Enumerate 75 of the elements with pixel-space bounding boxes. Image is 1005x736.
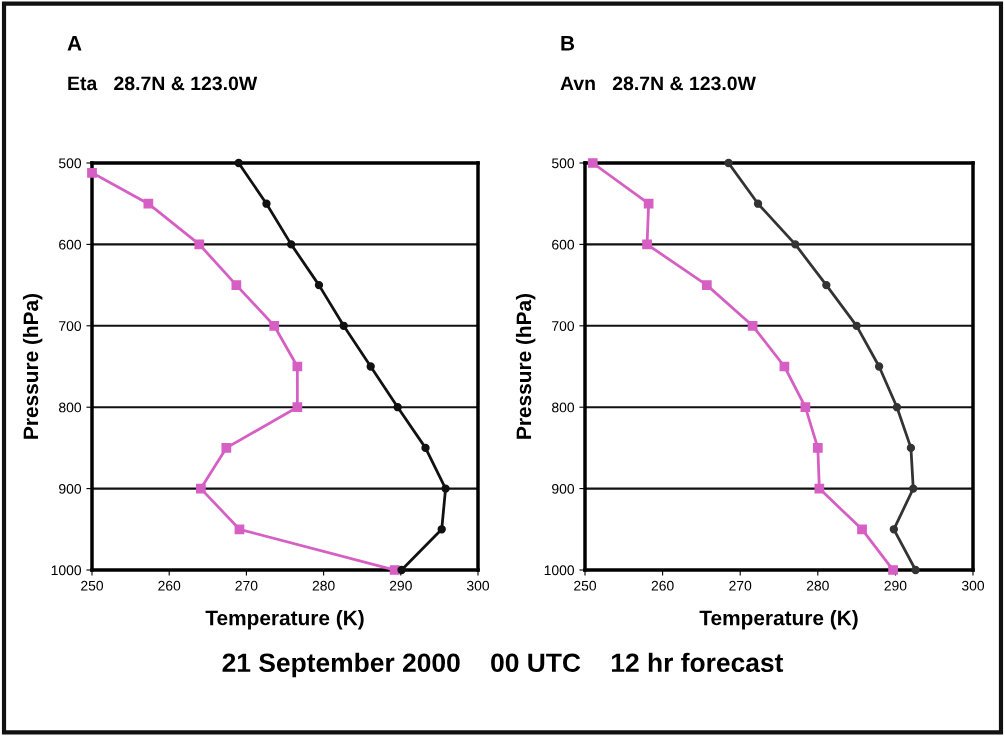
x-tick-label: 300 [961,580,985,591]
point [800,402,811,413]
point [643,198,654,209]
point [814,483,825,494]
point [292,361,303,372]
x-tick-label: 250 [574,580,597,591]
point [747,320,758,331]
point [195,483,206,494]
point [421,443,430,453]
x-tick-label: 280 [312,580,335,591]
x-tick-label: 270 [729,580,752,591]
chart-subtitle: Eta 28.7N & 123.0W [68,76,258,91]
point [791,240,800,249]
point [909,484,918,493]
y-axis-title: Pressure (hPa) [22,294,43,439]
point [701,280,712,290]
point [143,198,154,209]
point [393,403,402,412]
point [724,158,733,168]
y-axis-title: Pressure (hPa) [515,294,536,439]
x-axis-title: Temperature (K) [699,610,858,630]
point [812,443,823,453]
y-tick-label: 700 [552,321,575,331]
y-tick-label: 500 [551,158,575,169]
point [642,239,652,250]
x-tick-label: 270 [235,580,258,591]
point [857,524,867,535]
y-tick-label: 800 [552,402,575,413]
y-tick-label: 500 [58,158,82,169]
y-tick-label: 800 [59,402,82,413]
point [314,280,324,290]
x-tick-label: 250 [81,580,104,591]
y-tick-label: 700 [59,321,82,331]
point [366,362,375,371]
point [587,158,598,168]
point [339,321,348,330]
point [892,403,902,412]
point [874,362,884,371]
point [234,524,245,535]
point [437,525,446,534]
point [397,565,406,575]
y-tick-label: 1000 [51,565,82,576]
x-tick-label: 260 [158,580,181,591]
point [292,402,303,413]
point [231,280,242,290]
point [911,565,920,575]
x-tick-label: 280 [806,580,829,591]
y-tick-label: 900 [552,483,575,494]
x-axis-title: Temperature (K) [205,610,364,630]
y-tick-label: 600 [59,239,82,250]
point [906,443,916,453]
chart-title: A [67,36,82,51]
point [269,320,280,331]
point [441,484,450,493]
point [287,240,296,249]
point [822,280,831,290]
point [888,565,898,575]
point [262,199,271,208]
chart-title: B [561,36,575,51]
point [221,443,232,453]
point [194,239,205,250]
x-tick-label: 290 [884,580,907,591]
y-tick-label: 900 [59,483,82,494]
point [852,321,861,330]
point [87,167,97,178]
point [889,525,899,534]
chart-subtitle: Avn 28.7N & 123.0W [560,76,756,91]
point [753,199,763,208]
point [234,158,243,168]
y-tick-label: 600 [552,239,575,250]
y-tick-label: 1000 [544,565,575,576]
x-tick-label: 290 [389,580,412,591]
x-tick-label: 300 [466,580,490,591]
x-tick-label: 260 [651,580,674,591]
text: 21 September 2000 00 UTC 12 hr forecast [222,652,784,678]
